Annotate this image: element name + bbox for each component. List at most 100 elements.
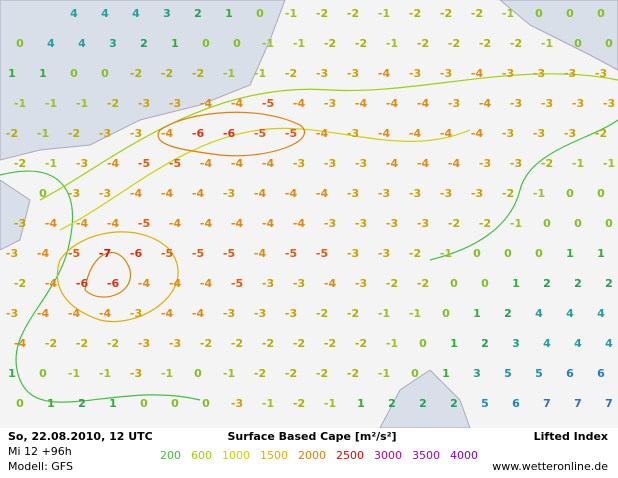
- lifted-index-value: -3: [409, 67, 421, 80]
- lifted-index-value: -3: [99, 127, 111, 140]
- lifted-index-value: -3: [533, 67, 545, 80]
- lifted-index-value: 5: [504, 367, 512, 380]
- date: So, 22.08.2010, 12 UTC: [8, 430, 153, 443]
- lifted-index-value: -5: [231, 277, 243, 290]
- lifted-index-value: -5: [138, 157, 150, 170]
- lifted-index-value: -3: [471, 187, 483, 200]
- lifted-index-value: -2: [262, 337, 274, 350]
- lifted-index-value: 2: [194, 7, 202, 20]
- contour: [39, 73, 618, 201]
- lifted-index-value: -1: [533, 187, 545, 200]
- lifted-index-value: -2: [355, 337, 367, 350]
- lifted-index-value: -6: [76, 277, 89, 290]
- lifted-index-value: -4: [471, 67, 484, 80]
- lifted-index-value: 4: [132, 7, 140, 20]
- legend-value: 1000: [222, 449, 250, 462]
- lifted-index-value: 1: [8, 367, 16, 380]
- lifted-index-value: -4: [107, 217, 120, 230]
- lifted-index-value: 7: [543, 397, 551, 410]
- lifted-index-value: -2: [479, 37, 491, 50]
- lifted-index-value: 4: [597, 307, 605, 320]
- lifted-index-value: -5: [223, 247, 235, 260]
- lifted-index-value: -2: [355, 37, 367, 50]
- lifted-index-value: -4: [355, 97, 368, 110]
- lifted-index-value: 4: [535, 307, 543, 320]
- lifted-index-value: -6: [192, 127, 205, 140]
- lifted-index-value: -1: [254, 67, 266, 80]
- lifted-index-value: -3: [76, 157, 88, 170]
- lifted-index-value: -4: [316, 127, 329, 140]
- lifted-index-value: -3: [564, 127, 576, 140]
- lifted-index-value: 3: [473, 367, 481, 380]
- lifted-index-value: -4: [192, 187, 205, 200]
- lifted-index-value: 7: [574, 397, 582, 410]
- lifted-index-value: -4: [479, 97, 492, 110]
- lifted-index-value: 2: [574, 277, 582, 290]
- lifted-index-value: -1: [285, 7, 297, 20]
- lifted-index-value: -4: [231, 217, 244, 230]
- lifted-index-value: 2: [543, 277, 551, 290]
- lifted-index-value: 0: [605, 217, 613, 230]
- lifted-index-value: 0: [233, 37, 241, 50]
- cape-title: Surface Based Cape [m²/s²]: [227, 430, 396, 443]
- lifted-index-value: -1: [386, 337, 398, 350]
- lifted-index-value: 0: [535, 7, 543, 20]
- lifted-index-value: -2: [107, 97, 119, 110]
- lifted-index-value: -4: [68, 307, 81, 320]
- lifted-index-value: -4: [471, 127, 484, 140]
- lifted-index-value: 2: [78, 397, 86, 410]
- lifted-index-value: -3: [595, 67, 607, 80]
- lifted-index-value: 1: [597, 247, 605, 260]
- lifted-index-value: -4: [200, 277, 213, 290]
- lifted-index-value: -4: [99, 307, 112, 320]
- lifted-index-value: -2: [471, 7, 483, 20]
- lifted-index-value: -3: [378, 187, 390, 200]
- legend-value: 1500: [260, 449, 288, 462]
- lifted-index-value: -5: [285, 247, 297, 260]
- lifted-index-value: 1: [47, 397, 55, 410]
- lifted-index-value: 4: [574, 337, 582, 350]
- lifted-index-value: -1: [37, 127, 49, 140]
- lifted-index-value: 0: [543, 217, 551, 230]
- lifted-index-value: -2: [316, 7, 328, 20]
- lifted-index-value: -2: [293, 397, 305, 410]
- lifted-index-value: 1: [473, 307, 481, 320]
- lifted-index-value: -3: [355, 157, 367, 170]
- lifted-index-value: -3: [386, 217, 398, 230]
- lifted-index-value: 1: [109, 397, 117, 410]
- lifted-index-value: -2: [192, 67, 204, 80]
- lifted-index-value: -4: [169, 217, 182, 230]
- lifted-index-value: -1: [223, 67, 235, 80]
- lifted-index-value: -2: [45, 337, 57, 350]
- lifted-index-value: 0: [535, 247, 543, 260]
- lifted-index-value: -3: [378, 247, 390, 260]
- legend-value: 200: [160, 449, 181, 462]
- lifted-index-value: 1: [357, 397, 365, 410]
- lifted-index-value: -2: [479, 217, 491, 230]
- lifted-index-value: 0: [574, 217, 582, 230]
- lifted-index-value: -3: [347, 247, 359, 260]
- lifted-index-value: -3: [130, 367, 142, 380]
- lifted-index-value: -2: [161, 67, 173, 80]
- lifted-index-value: -3: [68, 187, 80, 200]
- lifted-index-value: -2: [386, 277, 398, 290]
- lifted-index-value: -4: [254, 187, 267, 200]
- lifted-index-value: -6: [223, 127, 236, 140]
- lifted-index-value: -4: [45, 217, 58, 230]
- lifted-index-value: -1: [386, 37, 398, 50]
- lifted-index-value: -2: [316, 307, 328, 320]
- lifted-index-value: -2: [347, 7, 359, 20]
- lifted-index-value: -4: [76, 217, 89, 230]
- lifted-index-value: -4: [285, 187, 298, 200]
- lifted-index-value: -3: [99, 187, 111, 200]
- lifted-index-value: -4: [386, 157, 399, 170]
- lifted-index-value: 4: [543, 337, 551, 350]
- lifted-index-value: -1: [324, 397, 336, 410]
- lifted-index-value: -1: [510, 217, 522, 230]
- lifted-index-value: -1: [223, 367, 235, 380]
- lifted-index-value: -1: [14, 97, 26, 110]
- lifted-index-value: 0: [419, 337, 427, 350]
- lifted-index-value: 2: [605, 277, 613, 290]
- lifted-index-value: -3: [324, 217, 336, 230]
- lifted-index-value: 0: [504, 247, 512, 260]
